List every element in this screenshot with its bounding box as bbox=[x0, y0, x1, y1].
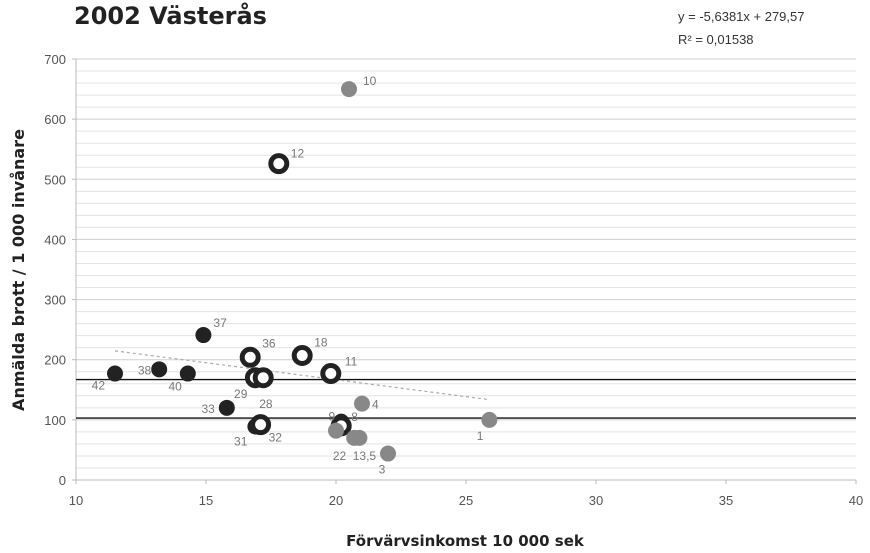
data-point-grey bbox=[380, 445, 396, 462]
point-labels: 10 12 37 36 18 11 42 38 40 29 28 33 4 1 9 8 31 32 22 13,53 bbox=[92, 74, 484, 476]
x-tick-label: 35 bbox=[719, 493, 733, 508]
data-point-dark bbox=[195, 327, 212, 344]
y-tick-label: 200 bbox=[44, 353, 66, 368]
y-tick-label: 500 bbox=[44, 172, 66, 187]
trendline-equation: y = -5,6381x + 279,57 bbox=[678, 9, 805, 24]
chart-title: 2002 Västerås bbox=[74, 2, 267, 30]
point-label: 12 bbox=[291, 147, 305, 161]
point-label: 38 bbox=[138, 363, 152, 377]
data-point-ring bbox=[239, 346, 261, 368]
point-label: 36 bbox=[262, 336, 276, 350]
x-tick-label: 30 bbox=[589, 493, 603, 508]
data-point-dark bbox=[179, 365, 196, 382]
x-tick-label: 20 bbox=[329, 493, 343, 508]
axes: 0 100 200 300 400 500 600 700 10 15 20 25 30 35 40 bbox=[44, 52, 863, 508]
data-point-dark bbox=[107, 365, 123, 382]
y-tick-label: 400 bbox=[44, 232, 66, 247]
point-label: 11 bbox=[345, 355, 358, 369]
point-label: 18 bbox=[314, 336, 328, 350]
grid-lines bbox=[76, 58, 856, 469]
x-tick-label: 40 bbox=[849, 493, 863, 508]
point-label: 4 bbox=[372, 398, 379, 412]
x-tick-label: 25 bbox=[459, 493, 473, 508]
point-label: 31 bbox=[234, 434, 248, 448]
trendline-layer bbox=[114, 350, 490, 401]
y-tick-label: 100 bbox=[44, 413, 66, 428]
data-point-grey bbox=[481, 411, 498, 428]
x-axis-title: Förvärvsinkomst 10 000 sek bbox=[346, 532, 585, 550]
point-label: 8 bbox=[351, 410, 358, 424]
y-tick-label: 600 bbox=[44, 112, 66, 127]
data-point-dark bbox=[151, 361, 168, 378]
data-point-grey bbox=[341, 81, 357, 98]
point-label: 1 bbox=[477, 429, 484, 443]
data-point-dark bbox=[218, 399, 235, 416]
trendline-r-squared: R² = 0,01538 bbox=[678, 32, 754, 47]
y-tick-label: 300 bbox=[44, 293, 66, 308]
point-label: 33 bbox=[201, 402, 215, 416]
data-point-ring bbox=[291, 345, 313, 367]
data-point-ring bbox=[250, 414, 272, 436]
data-point-ring bbox=[320, 363, 342, 385]
x-tick-label: 15 bbox=[199, 493, 213, 508]
point-label: 22 bbox=[333, 449, 347, 463]
point-label: 29 bbox=[234, 387, 248, 401]
point-label: 42 bbox=[92, 379, 106, 393]
data-point-grey bbox=[354, 395, 370, 412]
data-point-ring bbox=[252, 367, 274, 389]
trendline bbox=[114, 350, 490, 401]
data-point-grey bbox=[351, 429, 368, 446]
y-axis-title: Anmälda brott / 1 000 invånare bbox=[9, 129, 28, 411]
y-tick-label: 700 bbox=[44, 52, 66, 67]
point-label: 32 bbox=[269, 431, 283, 445]
point-label: 37 bbox=[213, 316, 227, 330]
data-point-ring bbox=[268, 153, 290, 175]
point-label: 9 bbox=[329, 410, 336, 424]
point-label: 3 bbox=[379, 463, 386, 477]
y-tick-label: 0 bbox=[59, 473, 66, 488]
x-tick-label: 10 bbox=[69, 493, 83, 508]
data-point-grey bbox=[328, 422, 344, 439]
reference-lines bbox=[76, 378, 856, 419]
point-label: 10 bbox=[363, 74, 377, 88]
point-label: 28 bbox=[259, 397, 273, 411]
point-label: 13,5 bbox=[353, 449, 377, 463]
data-points bbox=[107, 81, 498, 462]
point-label: 40 bbox=[168, 380, 182, 394]
